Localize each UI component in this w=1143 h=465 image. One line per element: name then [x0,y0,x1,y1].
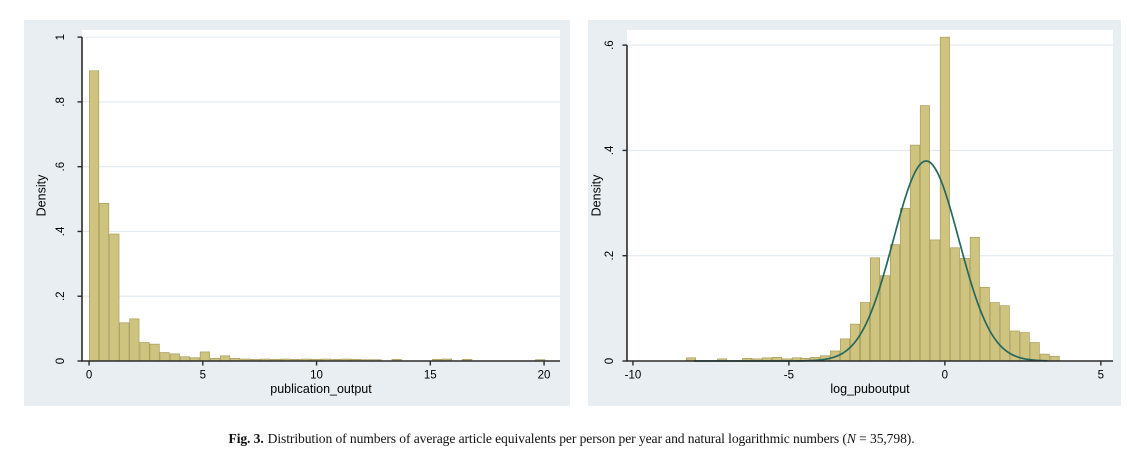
x-tick-label: 0 [942,370,948,382]
x-tick-label: -5 [784,370,794,382]
histogram-bar [159,352,170,362]
y-tick-label: 0 [55,358,67,364]
x-axis-title: log_puboutput [830,382,910,396]
y-tick-label: .6 [604,40,616,50]
histogram-bar [139,342,150,362]
x-tick-label: 5 [200,370,206,382]
publication-output-histogram: 0.2.4.6.810 5 10 15 20Densitypublication_out… [24,20,570,406]
y-tick-label: .2 [604,251,616,261]
histogram-bar [99,202,110,362]
histogram-bar [989,302,1000,362]
x-tick-label: 5 [1098,370,1104,382]
caption-tail: = 35,798). [855,431,915,446]
y-tick-label: .4 [604,145,616,155]
axes: 0 .2 .4 .6 -10 -5 0 5 [604,40,1113,382]
caption-n-symbol: N [846,431,856,446]
log-puboutput-histogram: 0 .2 .4 .6 -10 -5 0 5 Density log_puboutput [588,20,1121,406]
histogram-bar [899,207,910,362]
histogram-bar [199,351,210,362]
histogram-bar [119,322,130,362]
histogram-bar [969,236,980,362]
histogram-bar [919,105,930,362]
y-tick-label: .2 [55,291,67,301]
histogram-bar [129,318,140,362]
figure-caption: Fig. 3. Distribution of numbers of averag… [0,431,1143,447]
x-tick-label: 15 [424,370,437,382]
histogram-bar [979,286,990,362]
gridlines [82,36,560,297]
axes: 0.2.4.6.810 5 10 15 20 [55,34,560,382]
histogram-bar [109,233,120,362]
histogram-bar [169,353,180,362]
x-tick-label: 10 [310,370,323,382]
gridlines [627,44,1113,257]
y-tick-label: .4 [55,226,67,236]
y-tick-label: 0 [604,358,616,364]
x-axis-title: publication_output [270,382,372,396]
histogram-bar [89,70,100,362]
figure-number-label: Fig. 3. [228,431,264,446]
x-tick-label: 20 [538,370,551,382]
caption-text: Distribution of numbers of average artic… [267,431,847,446]
histogram-bar [929,239,940,362]
y-axis-title: Density [590,174,604,216]
plot-area [82,30,560,361]
x-tick-label: -10 [625,370,642,382]
histogram-bar [889,244,900,362]
histogram-bar [949,247,960,362]
y-axis-title: Density [35,174,49,216]
x-tick-label: 0 [86,370,92,382]
histogram-bar [149,343,160,362]
y-tick-label: .8 [55,97,67,107]
y-tick-label: 1 [55,34,67,40]
y-tick-label: .6 [55,162,67,172]
histogram-bar [1019,332,1030,362]
histogram-bar [879,275,890,362]
histogram-bar [1029,342,1040,362]
